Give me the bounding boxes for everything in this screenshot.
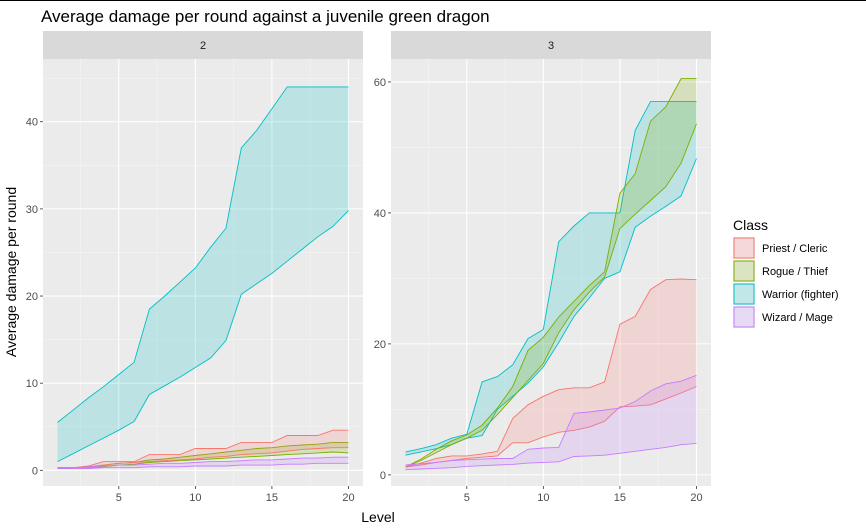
legend-label: Wizard / Mage xyxy=(762,312,833,324)
ribbon-lower-wizard-mage xyxy=(57,462,349,470)
x-tick-label: 5 xyxy=(464,492,470,504)
ribbon-priest-cleric xyxy=(405,279,697,467)
legend-label: Warrior (fighter) xyxy=(762,289,839,301)
ribbon-lower-wizard-mage xyxy=(405,442,697,471)
ribbon-wizard-mage xyxy=(405,375,697,470)
legend-item: Rogue / Thief xyxy=(733,260,829,282)
legend-item: Wizard / Mage xyxy=(733,306,833,328)
ribbon-upper-wizard-mage xyxy=(405,374,697,466)
ribbon-lower-priest-cleric xyxy=(57,447,349,469)
legend-item: Warrior (fighter) xyxy=(733,283,839,305)
legend-item: Priest / Cleric xyxy=(733,237,828,259)
legend-label: Rogue / Thief xyxy=(762,266,829,278)
x-tick-label: 5 xyxy=(116,492,122,504)
facet-strip xyxy=(391,31,711,59)
y-axis-title: Average damage per round xyxy=(3,187,19,357)
panel-background xyxy=(391,59,711,486)
y-tick-label: 0 xyxy=(32,465,38,477)
legend-key-background xyxy=(733,260,755,282)
y-tick-label: 20 xyxy=(374,339,386,351)
x-tick-label: 15 xyxy=(266,492,278,504)
x-tick-label: 10 xyxy=(537,492,549,504)
legend-title: Class xyxy=(733,217,768,233)
x-axis-title: Level xyxy=(361,509,394,525)
x-tick-label: 20 xyxy=(690,492,702,504)
legend: Class Priest / Cleric Rogue / Thief Warrio… xyxy=(733,217,839,328)
legend-swatch xyxy=(733,237,755,259)
legend-swatch xyxy=(733,283,755,305)
chart-title: Average damage per round against a juven… xyxy=(41,7,490,26)
ribbon-upper-rogue-thief xyxy=(405,78,697,468)
legend-key-background xyxy=(733,306,755,328)
ribbon-upper-priest-cleric xyxy=(405,278,697,468)
ribbon-lower-rogue-thief xyxy=(57,451,349,469)
legend-swatch xyxy=(733,306,755,328)
x-tick-label: 15 xyxy=(614,492,626,504)
facet-strip-label: 2 xyxy=(200,40,206,52)
y-tick-label: 40 xyxy=(374,208,386,220)
y-tick-label: 30 xyxy=(26,204,38,216)
ribbon-upper-priest-cleric xyxy=(57,429,349,469)
y-tick-label: 0 xyxy=(380,470,386,482)
ribbon-lower-warrior-fighter xyxy=(57,210,349,463)
ribbon-lower-rogue-thief xyxy=(405,123,697,468)
panel-background xyxy=(43,59,363,486)
ribbon-upper-warrior-fighter xyxy=(405,101,697,453)
facet-strip xyxy=(43,31,363,59)
facet-panel-3: 3 0 20 40 60 5 10 15 20 xyxy=(374,31,711,504)
ribbon-warrior-fighter xyxy=(405,101,697,456)
ribbon-upper-warrior-fighter xyxy=(57,86,349,423)
ribbon-warrior-fighter xyxy=(57,86,349,462)
legend-swatch xyxy=(733,260,755,282)
y-tick-label: 20 xyxy=(26,291,38,303)
y-tick-label: 10 xyxy=(26,378,38,390)
x-tick-label: 20 xyxy=(342,492,354,504)
ribbon-upper-wizard-mage xyxy=(57,456,349,470)
facet-strip-label: 3 xyxy=(548,40,554,52)
ribbon-rogue-thief xyxy=(405,78,697,467)
y-tick-label: 40 xyxy=(26,117,38,129)
legend-key-background xyxy=(733,283,755,305)
legend-key-background xyxy=(733,237,755,259)
x-tick-label: 10 xyxy=(189,492,201,504)
y-tick-label: 60 xyxy=(374,77,386,89)
legend-label: Priest / Cleric xyxy=(762,243,828,255)
